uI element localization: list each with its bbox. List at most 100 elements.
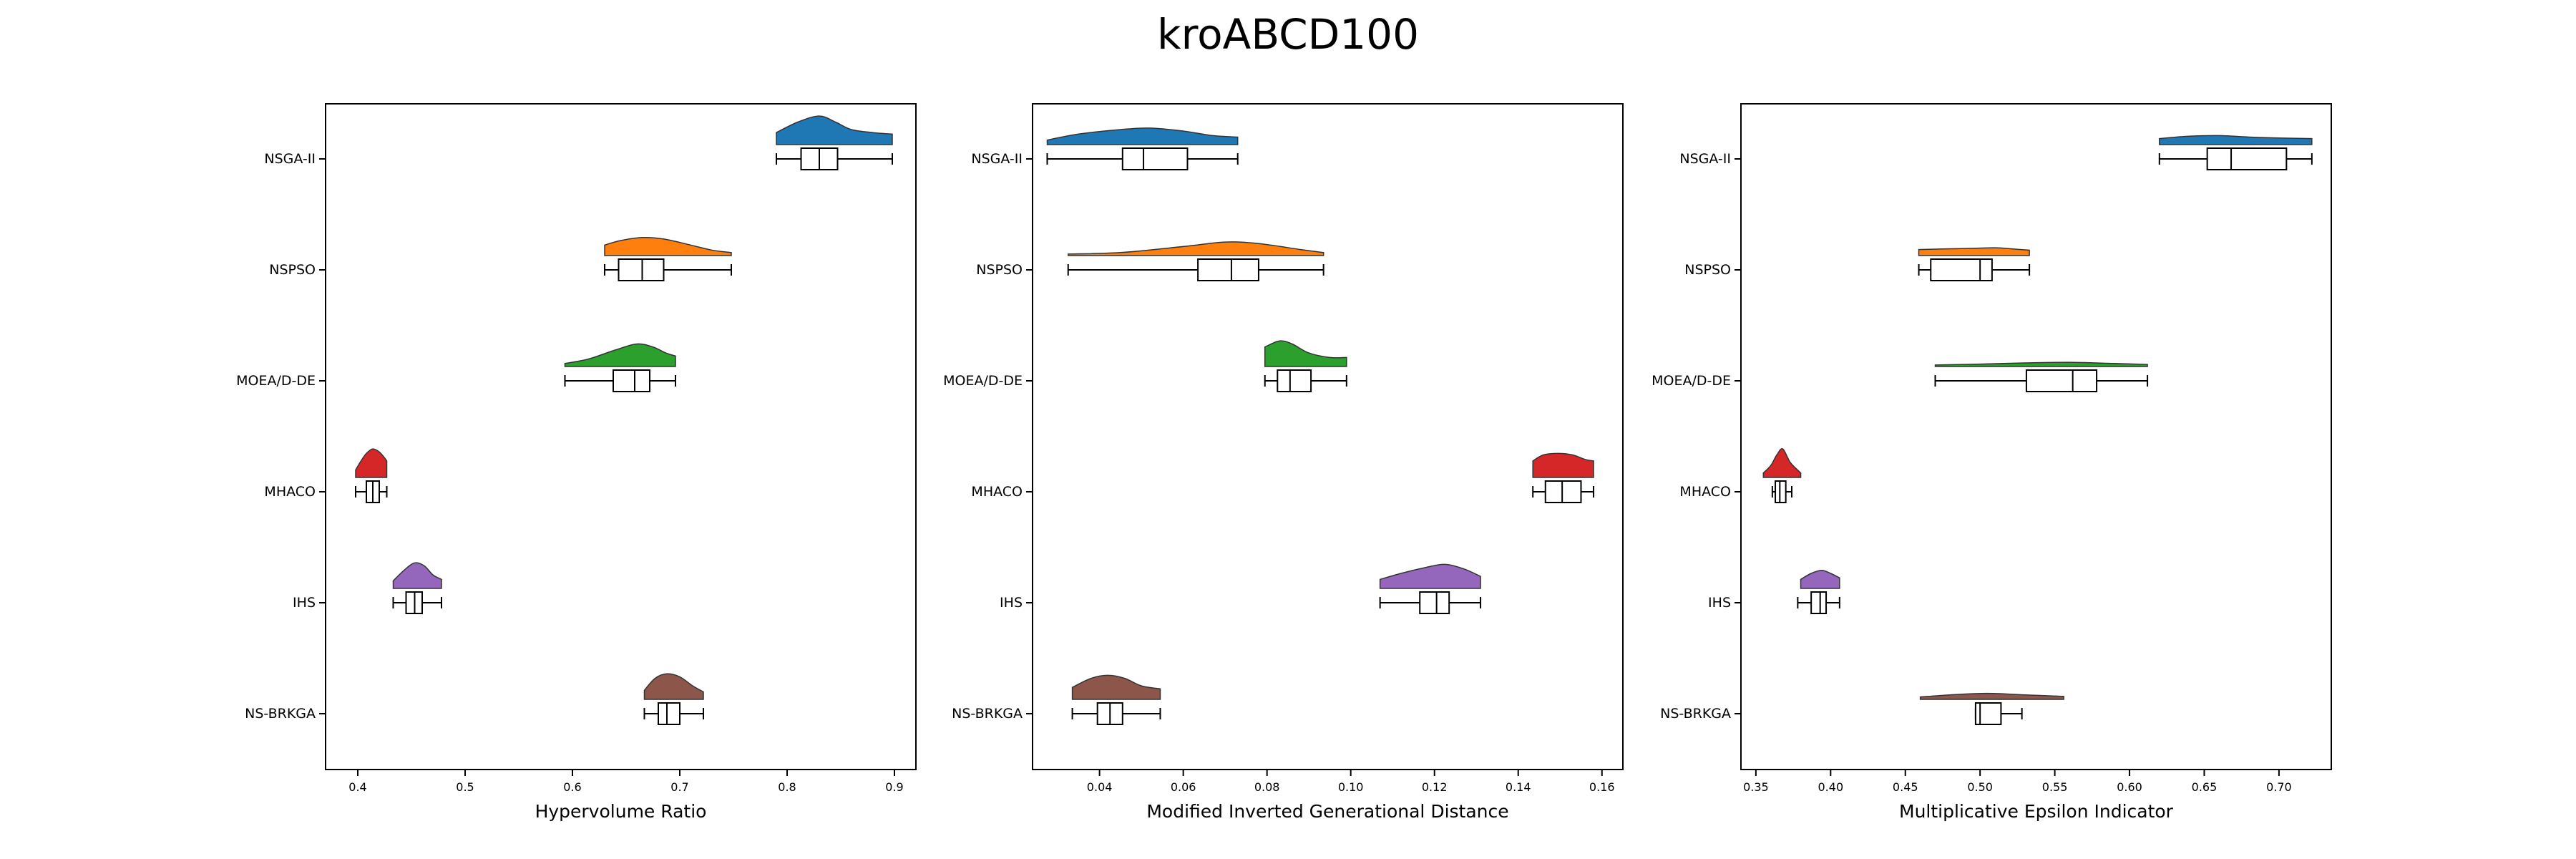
x-tick-label: 0.50 [1967,780,1993,794]
x-axis-label: Modified Inverted Generational Distance [1146,801,1508,822]
y-tick-label: IHS [1000,595,1023,611]
y-tick-label: MOEA/D-DE [943,373,1023,389]
y-tick-label: IHS [293,595,316,611]
chart-panels: 0.4 0.5 0.6 0.7 0.8 0.9 Hypervolume Ratio NSGA-… [236,103,2332,822]
density-cloud [1379,563,1481,589]
series-ns-brkga: NS-BRKGA [245,673,704,725]
box-iqr [1930,258,1993,281]
series-nsga-ii: NSGA-II [264,115,893,170]
series-ns-brkga: NS-BRKGA [952,674,1161,725]
box-iqr [658,702,680,725]
density-cloud [1532,452,1594,478]
series-ns-brkga: NS-BRKGA [1660,692,2064,725]
series-mhaco: MHACO [264,448,388,503]
density-cloud [1264,340,1347,367]
x-tick-label: 0.45 [1893,780,1918,794]
y-tick-label: NSPSO [976,262,1023,278]
density-cloud [1762,448,1802,478]
box-iqr [618,258,665,281]
series-nspso: NSPSO [1684,247,2031,281]
y-tick-label: NS-BRKGA [245,706,316,722]
x-tick-label: 0.9 [885,780,903,794]
x-tick-label: 0.4 [348,780,366,794]
x-tick-label: 0.06 [1171,780,1196,794]
series-moea-d-de: MOEA/D-DE [943,340,1347,392]
box-iqr [1197,258,1259,281]
density-cloud [1918,247,2030,256]
series-nsga-ii: NSGA-II [971,127,1239,170]
x-tick-label: 0.60 [2117,780,2142,794]
x-tick-label: 0.65 [2192,780,2218,794]
y-tick-label: MHACO [264,484,316,500]
density-cloud [1071,674,1161,700]
y-tick-label: NSPSO [1684,262,1731,278]
density-cloud [1800,570,1840,589]
y-tick-label: NSGA-II [971,151,1023,167]
x-tick-label: 0.70 [2266,780,2292,794]
x-tick-label: 0.7 [670,780,688,794]
x-tick-label: 0.14 [1506,780,1531,794]
series-ihs: IHS [1708,570,1840,614]
y-tick-label: NSPSO [269,262,316,278]
box-iqr [1419,591,1450,614]
chart-panel-1: 0.4 0.5 0.6 0.7 0.8 0.9 Hypervolume Ratio NSGA-… [236,103,917,822]
density-cloud [2159,135,2313,145]
x-axis-label: Hypervolume Ratio [535,801,707,822]
y-tick-label: NS-BRKGA [952,706,1023,722]
x-tick-label: 0.5 [456,780,474,794]
density-cloud [1934,361,2148,367]
x-tick-label: 0.40 [1818,780,1844,794]
y-tick-label: MHACO [1679,484,1731,500]
density-cloud [643,673,704,700]
series-ihs: IHS [1000,563,1482,614]
x-tick-label: 0.10 [1338,780,1364,794]
x-tick-label: 0.16 [1589,780,1615,794]
density-cloud [392,562,442,589]
box-iqr [1544,480,1582,503]
box-iqr [613,369,650,392]
box-iqr [1810,591,1828,614]
y-tick-label: MOEA/D-DE [1652,373,1731,389]
x-tick-label: 0.35 [1743,780,1769,794]
x-tick-label: 0.04 [1087,780,1113,794]
chart-panel-3: 0.35 0.40 0.45 0.50 0.55 0.60 0.65 0.70 Multipli… [1652,103,2332,822]
series-nspso: NSPSO [269,236,732,281]
y-tick-label: NS-BRKGA [1660,706,1731,722]
density-cloud [564,343,676,367]
box-iqr [1775,480,1787,503]
density-cloud [355,448,388,478]
y-tick-label: MOEA/D-DE [236,373,316,389]
density-cloud [776,115,893,145]
series-mhaco: MHACO [1679,448,1802,503]
x-tick-label: 0.6 [563,780,581,794]
density-cloud [604,236,732,256]
density-cloud [1919,692,2064,700]
figure-title: kroABCD100 [1157,10,1419,59]
y-tick-label: IHS [1708,595,1731,611]
series-mhaco: MHACO [971,452,1595,503]
series-moea-d-de: MOEA/D-DE [236,343,676,392]
box-iqr [2025,369,2098,392]
series-nspso: NSPSO [976,241,1324,281]
x-tick-label: 0.55 [2042,780,2068,794]
series-moea-d-de: MOEA/D-DE [1652,361,2149,392]
y-tick-label: MHACO [971,484,1023,500]
y-tick-label: NSGA-II [264,151,316,167]
plot-frame [325,103,917,770]
chart-panel-2: 0.04 0.06 0.08 0.10 0.12 0.14 0.16 Modified Inv… [943,103,1624,822]
x-tick-label: 0.12 [1422,780,1448,794]
plot-frame [1032,103,1624,770]
series-ihs: IHS [293,562,442,614]
series-nsga-ii: NSGA-II [1679,135,2313,170]
density-cloud [1067,241,1324,256]
plot-frame [1740,103,2332,770]
x-tick-label: 0.8 [778,780,796,794]
box-iqr [1277,369,1312,392]
y-tick-label: NSGA-II [1679,151,1731,167]
box-iqr [2206,147,2288,170]
density-cloud [1046,127,1239,145]
x-axis-label: Multiplicative Epsilon Indicator [1899,801,2174,822]
x-tick-label: 0.08 [1254,780,1280,794]
box-iqr [1121,147,1189,170]
